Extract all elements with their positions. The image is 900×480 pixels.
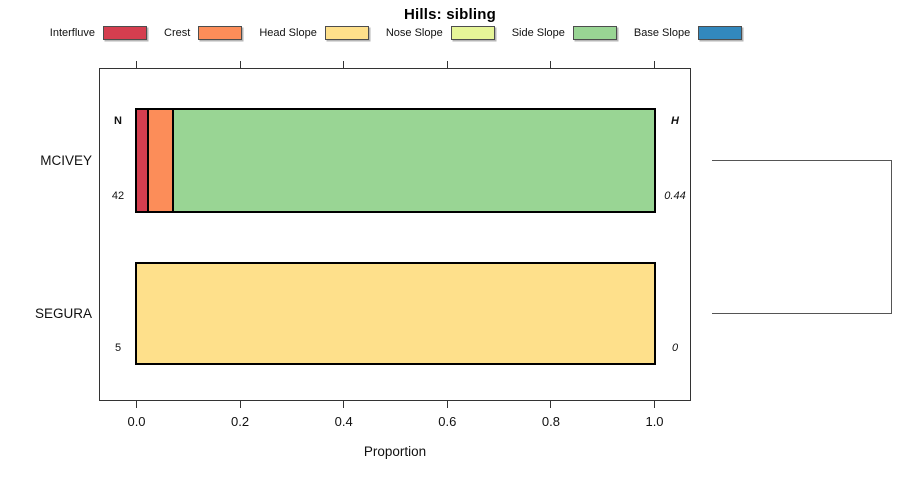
x-axis-tick-top <box>136 61 137 68</box>
legend-color-swatch <box>324 26 369 40</box>
legend: Interfluve Crest Head Slope Nose Slope Side … <box>0 24 792 42</box>
dendrogram-join <box>891 160 892 314</box>
x-axis-tick-top <box>239 61 241 68</box>
legend-color-swatch <box>103 26 148 40</box>
legend-item: Head Slope <box>259 26 369 40</box>
y-axis-category-label: SEGURA <box>34 305 92 321</box>
x-axis-tick-label: 0.0 <box>127 414 146 429</box>
x-axis-tick-label: 0.4 <box>334 414 353 429</box>
legend-item-label: Interfluve <box>49 27 96 39</box>
h-value: 0.44 <box>664 190 686 202</box>
legend-color-swatch <box>698 26 743 40</box>
legend-item-label: Head Slope <box>259 27 317 39</box>
x-axis-tick-label: 0.8 <box>541 414 560 429</box>
bar-segment-crest <box>149 110 175 211</box>
x-axis-tick-bottom <box>446 401 448 408</box>
x-axis-tick-top <box>654 61 655 68</box>
dendrogram-branch-bottom <box>712 313 891 314</box>
stacked-bar-segura <box>135 262 656 365</box>
stacked-bar-mcivey <box>135 108 656 213</box>
x-axis-title: Proportion <box>363 444 427 459</box>
h-value: 0 <box>671 342 679 354</box>
x-axis-tick-top <box>446 61 448 68</box>
legend-item: Base Slope <box>633 26 743 40</box>
n-value: 42 <box>111 190 125 202</box>
legend-item-label: Nose Slope <box>385 27 443 39</box>
legend-item-label: Side Slope <box>511 27 565 39</box>
x-axis-tick-bottom <box>654 401 655 408</box>
x-axis-tick-label: 0.6 <box>438 414 457 429</box>
x-axis-tick-bottom <box>136 401 137 408</box>
bar-segment-side-slope <box>174 110 654 211</box>
legend-item-label: Base Slope <box>633 27 691 39</box>
n-value: 5 <box>114 342 122 354</box>
bar-segment-interfluve <box>137 110 150 211</box>
legend-color-swatch <box>572 26 617 40</box>
dendrogram-branch-top <box>712 160 891 161</box>
legend-color-swatch <box>450 26 495 40</box>
legend-item-label: Crest <box>164 27 191 39</box>
legend-item: Nose Slope <box>386 26 495 40</box>
x-axis-tick-bottom <box>550 401 552 408</box>
legend-item: Crest <box>164 26 243 40</box>
n-column-header: N <box>114 115 122 127</box>
h-column-header: H <box>671 115 679 127</box>
x-axis-tick-label: 1.0 <box>645 414 664 429</box>
x-axis-tick-bottom <box>239 401 241 408</box>
x-axis-tick-bottom <box>343 401 345 408</box>
chart-title: Hills: sibling <box>404 6 496 23</box>
y-axis-category-label: MCIVEY <box>40 152 92 168</box>
x-axis-tick-top <box>343 61 345 68</box>
legend-item: Interfluve <box>49 26 148 40</box>
x-axis-tick-top <box>550 61 552 68</box>
bar-segment-head-slope <box>137 264 654 363</box>
legend-color-swatch <box>198 26 243 40</box>
x-axis-tick-label: 0.2 <box>231 414 250 429</box>
legend-item: Side Slope <box>512 26 617 40</box>
